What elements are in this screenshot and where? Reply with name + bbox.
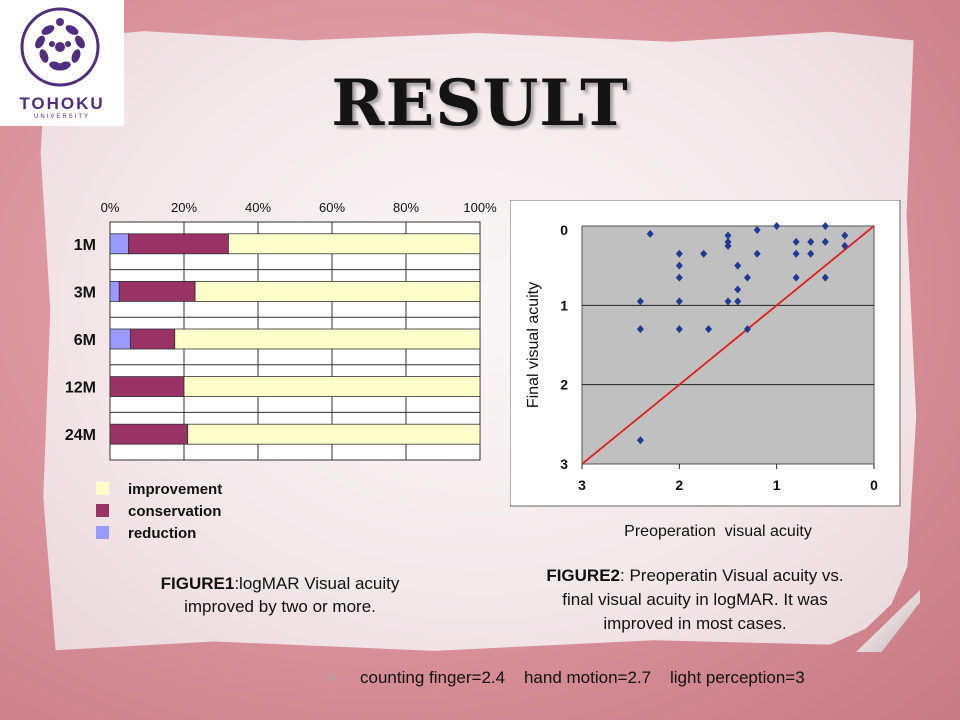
data-point <box>734 285 742 294</box>
x-tick-label: 0% <box>101 200 120 215</box>
data-point <box>841 241 849 250</box>
figure2-caption-line2: final visual acuity in logMAR. It was <box>562 590 828 609</box>
bar-conservation <box>109 376 185 398</box>
bar-improvement <box>174 328 481 350</box>
page-title: RESULT <box>331 66 629 141</box>
category-label: 6M <box>74 332 96 349</box>
reference-line <box>581 225 875 465</box>
bar-reduction <box>109 233 129 255</box>
x-tick-label: 80% <box>393 200 419 215</box>
x-tick-label: 3 <box>578 477 586 493</box>
data-point <box>724 241 732 250</box>
data-point <box>743 325 751 334</box>
data-point <box>675 273 683 282</box>
data-point <box>705 325 713 334</box>
y-tick-label: 0 <box>560 222 568 238</box>
bar-reduction <box>109 328 131 350</box>
figure2-caption: FIGURE2: Preoperatin Visual acuity vs. f… <box>490 564 900 636</box>
bar-improvement <box>194 281 481 302</box>
figure1-caption-text: :logMAR Visual acuity <box>234 574 400 593</box>
category-label: 1M <box>74 237 96 254</box>
figure1-legend: improvement conservation reduction <box>96 481 222 542</box>
logo-name: TOHOKU <box>19 94 105 113</box>
legend-label: conservation <box>128 503 221 520</box>
bar-conservation <box>128 233 229 255</box>
legend-label: improvement <box>128 481 222 498</box>
data-point <box>807 237 815 246</box>
data-point <box>675 261 683 270</box>
bar-improvement <box>227 233 481 255</box>
y-tick-label: 3 <box>560 456 568 472</box>
data-point <box>753 225 761 234</box>
data-point <box>700 249 708 258</box>
data-point <box>821 237 829 246</box>
footer-note-mark: ※ <box>326 670 337 685</box>
y-tick-label: 2 <box>560 377 568 393</box>
figure2-chart: 0 1 2 33 2 1 0 Final visual acuity Preoperation … <box>510 200 901 540</box>
data-point <box>821 273 829 282</box>
figure1-caption: FIGURE1:logMAR Visual acuity improved by… <box>110 572 450 618</box>
data-point <box>675 297 683 306</box>
data-point <box>792 249 800 258</box>
data-point <box>807 249 815 258</box>
x-tick-label: 60% <box>319 200 345 215</box>
legend-swatch-improvement <box>96 482 109 495</box>
data-point <box>792 273 800 282</box>
bar-reduction <box>109 281 120 302</box>
bar-conservation <box>118 281 196 302</box>
data-point <box>743 273 751 282</box>
category-label: 3M <box>74 284 96 301</box>
logo-subtitle: UNIVERSITY <box>33 114 90 120</box>
data-point <box>675 249 683 258</box>
university-logo: TOHOKU UNIVERSITY <box>0 0 124 126</box>
legend-swatch-reduction <box>96 526 109 539</box>
x-tick-label: 20% <box>171 200 197 215</box>
data-point <box>734 261 742 270</box>
data-point <box>753 249 761 258</box>
x-tick-label: 40% <box>245 200 271 215</box>
data-point <box>841 231 849 240</box>
data-point <box>675 325 683 334</box>
bar-conservation <box>109 423 189 445</box>
figure1-caption-label: FIGURE1 <box>160 574 235 593</box>
legend-swatch-conservation <box>96 504 109 517</box>
x-tick-label: 0 <box>870 477 878 493</box>
y-tick-label: 1 <box>560 297 568 313</box>
footer-note: counting finger=2.4 hand motion=2.7 ligh… <box>360 668 805 687</box>
bar-improvement <box>183 376 481 398</box>
category-label: 24M <box>65 427 96 444</box>
y-axis-label: Final visual acuity <box>525 282 542 408</box>
figure2-caption-line3: improved in most cases. <box>603 614 787 633</box>
figure2-caption-text: : Preoperatin Visual acuity vs. <box>620 566 844 585</box>
data-point <box>724 297 732 306</box>
data-point <box>636 325 644 334</box>
figure2-caption-label: FIGURE2 <box>546 566 621 585</box>
x-tick-label: 100% <box>463 200 497 215</box>
data-point <box>636 436 644 445</box>
data-point <box>646 229 654 238</box>
category-label: 12M <box>65 380 96 397</box>
x-tick-label: 2 <box>675 477 683 493</box>
data-point <box>821 222 829 230</box>
crest-icon <box>20 7 100 87</box>
data-point <box>792 237 800 246</box>
x-tick-label: 1 <box>773 477 781 493</box>
bar-conservation <box>129 328 176 350</box>
data-point <box>734 297 742 306</box>
data-point <box>773 222 781 230</box>
x-axis-label: Preoperation visual acuity <box>624 523 812 540</box>
data-point <box>636 297 644 306</box>
figure1-caption-line2: improved by two or more. <box>184 597 376 616</box>
bar-improvement <box>187 423 481 445</box>
legend-label: reduction <box>128 525 196 542</box>
figure1-chart: 0% 20% 40% 60% 80% 100% 1M 3M 6M 12M 24M <box>65 200 497 461</box>
data-point <box>724 231 732 240</box>
